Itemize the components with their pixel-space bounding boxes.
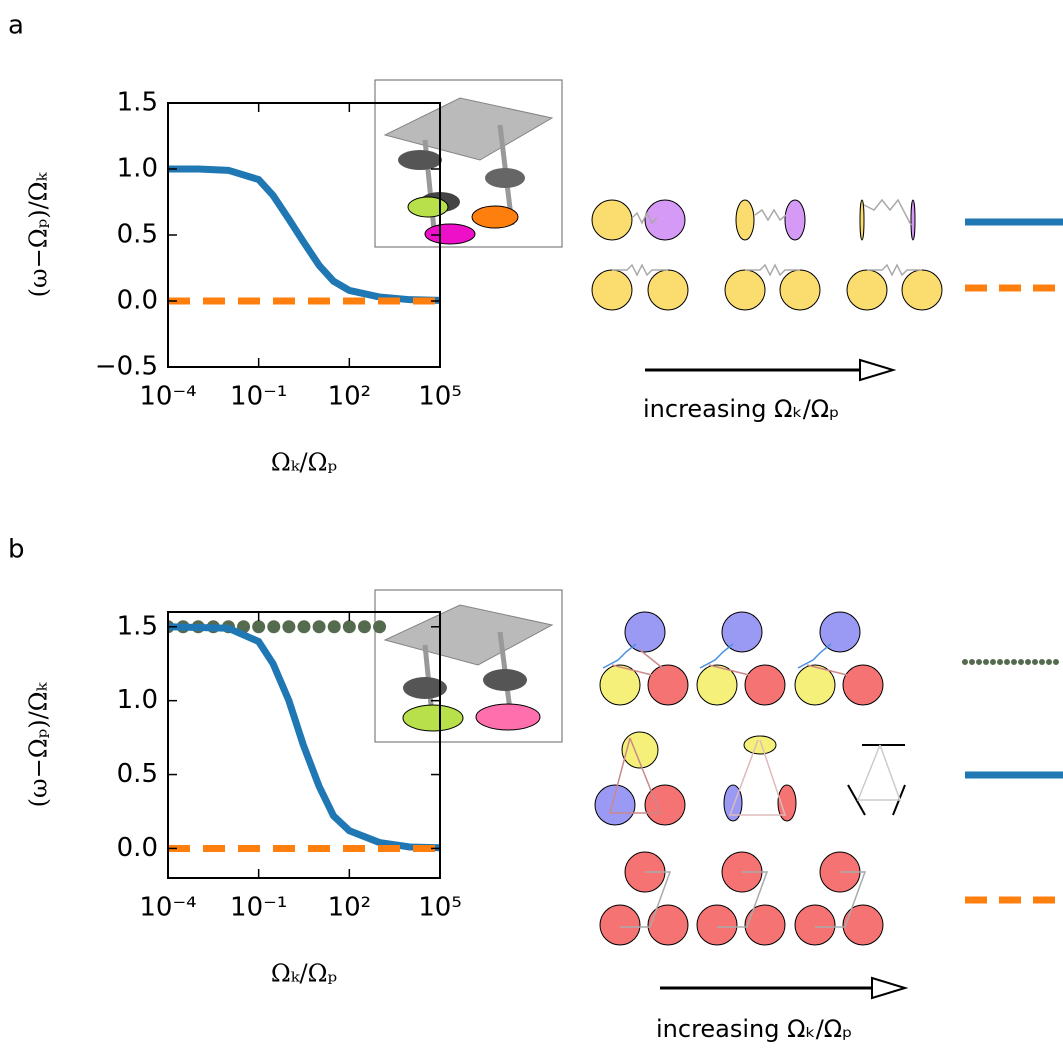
y-tick-label: 0.0 — [117, 833, 158, 863]
x-tick-label: 10⁵ — [418, 382, 462, 412]
y-tick-label: 1.5 — [117, 88, 158, 118]
y-axis-label: (ω−Ωₚ)/Ωₖ — [25, 171, 53, 297]
arrow-label: increasing Ωₖ/Ωₚ — [643, 395, 839, 423]
x-tick-label: 10⁻¹ — [230, 382, 287, 412]
x-axis-label: Ωₖ/Ωₚ — [271, 960, 337, 988]
oscillator-diagram — [591, 198, 943, 311]
arrow — [660, 976, 909, 1000]
y-tick-label: 0.0 — [117, 286, 158, 316]
data-point — [267, 620, 281, 634]
data-line — [168, 623, 440, 852]
x-tick-label: 10⁻⁴ — [139, 893, 196, 923]
data-point — [373, 620, 387, 634]
x-tick-label: 10² — [328, 382, 372, 412]
data-line — [168, 165, 440, 304]
y-tick-label: 1.0 — [117, 154, 158, 184]
y-axis-label: (ω−Ωₚ)/Ωₖ — [25, 681, 53, 807]
data-point — [342, 620, 356, 634]
y-tick-label: 0.5 — [117, 220, 158, 250]
inset-illustration — [374, 589, 563, 743]
axes-frame — [167, 611, 441, 879]
arrow — [645, 358, 897, 382]
panel-label: b — [8, 535, 25, 565]
data-point — [297, 620, 311, 634]
data-point — [252, 620, 266, 634]
y-tick-label: 1.5 — [117, 611, 158, 641]
x-tick-label: 10⁵ — [418, 893, 462, 923]
y-tick-label: −0.5 — [95, 352, 158, 382]
inset-illustration — [374, 79, 563, 248]
data-point — [282, 620, 296, 634]
mode-key — [962, 218, 1063, 904]
panel-label: a — [8, 11, 24, 41]
x-tick-label: 10⁻¹ — [230, 893, 287, 923]
y-tick-label: 1.0 — [117, 685, 158, 715]
data-point — [327, 620, 341, 634]
data-point — [357, 620, 371, 634]
y-tick-label: 0.5 — [117, 759, 158, 789]
x-tick-label: 10² — [328, 893, 372, 923]
arrow-label: increasing Ωₖ/Ωₚ — [656, 1015, 852, 1043]
x-tick-label: 10⁻⁴ — [139, 382, 196, 412]
x-axis-label: Ωₖ/Ωₚ — [271, 449, 337, 477]
oscillator-diagram — [594, 611, 906, 946]
data-point — [312, 620, 326, 634]
